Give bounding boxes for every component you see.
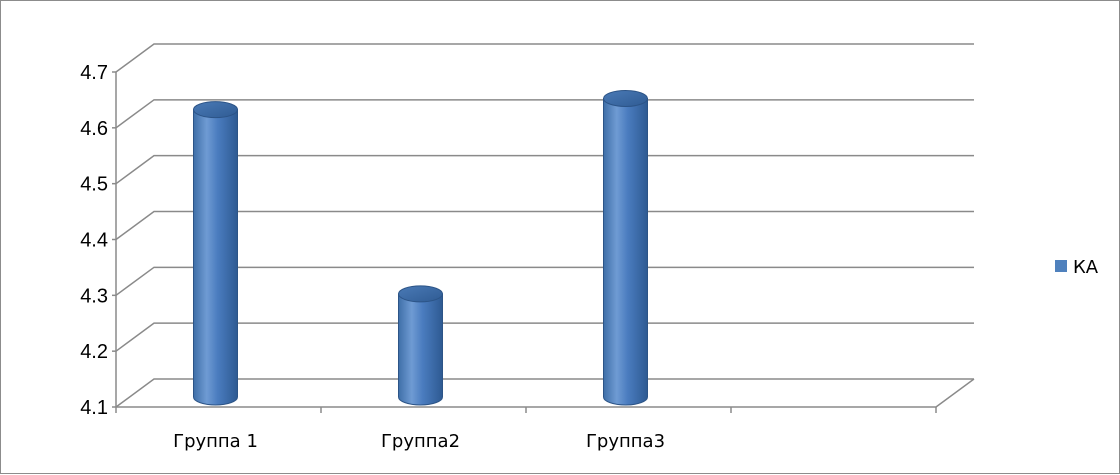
y-tick-label: 4.2	[80, 341, 108, 363]
legend: КА	[1055, 257, 1099, 278]
floor-edge	[116, 378, 975, 408]
x-tick-label: Группа 1	[173, 431, 258, 452]
y-tick-label: 4.4	[80, 230, 108, 252]
bar-cap	[398, 285, 443, 303]
bar-body	[193, 109, 238, 406]
bar-body	[398, 293, 443, 406]
x-tick-label: Группа2	[381, 431, 460, 452]
bar-body	[603, 98, 648, 406]
gridline	[115, 322, 974, 352]
bars	[193, 90, 648, 406]
gridline	[115, 154, 974, 185]
legend-swatch	[1055, 260, 1067, 272]
gridline	[115, 43, 974, 73]
axis-labels: 4.1 4.2 4.3 4.4 4.5 4.6 4.7 Группа 1 Группа2 Груп…	[80, 62, 665, 452]
y-tick-label: 4.1	[80, 397, 108, 419]
gridline	[115, 210, 974, 241]
x-tick-label: Группа3	[586, 431, 665, 452]
y-tick-label: 4.7	[80, 62, 108, 84]
gridline	[115, 378, 974, 408]
gridline	[115, 266, 974, 296]
bar	[603, 90, 648, 406]
bar	[398, 285, 443, 406]
axes	[112, 71, 937, 413]
bar	[193, 101, 238, 406]
gridline	[115, 99, 974, 129]
gridlines	[115, 43, 975, 408]
legend-label: КА	[1073, 257, 1099, 278]
y-tick-label: 4.5	[80, 174, 108, 196]
y-tick-label: 4.6	[80, 118, 108, 140]
y-tick-label: 4.3	[80, 285, 108, 307]
bar-cap	[193, 101, 238, 119]
bar-cap	[603, 90, 648, 107]
